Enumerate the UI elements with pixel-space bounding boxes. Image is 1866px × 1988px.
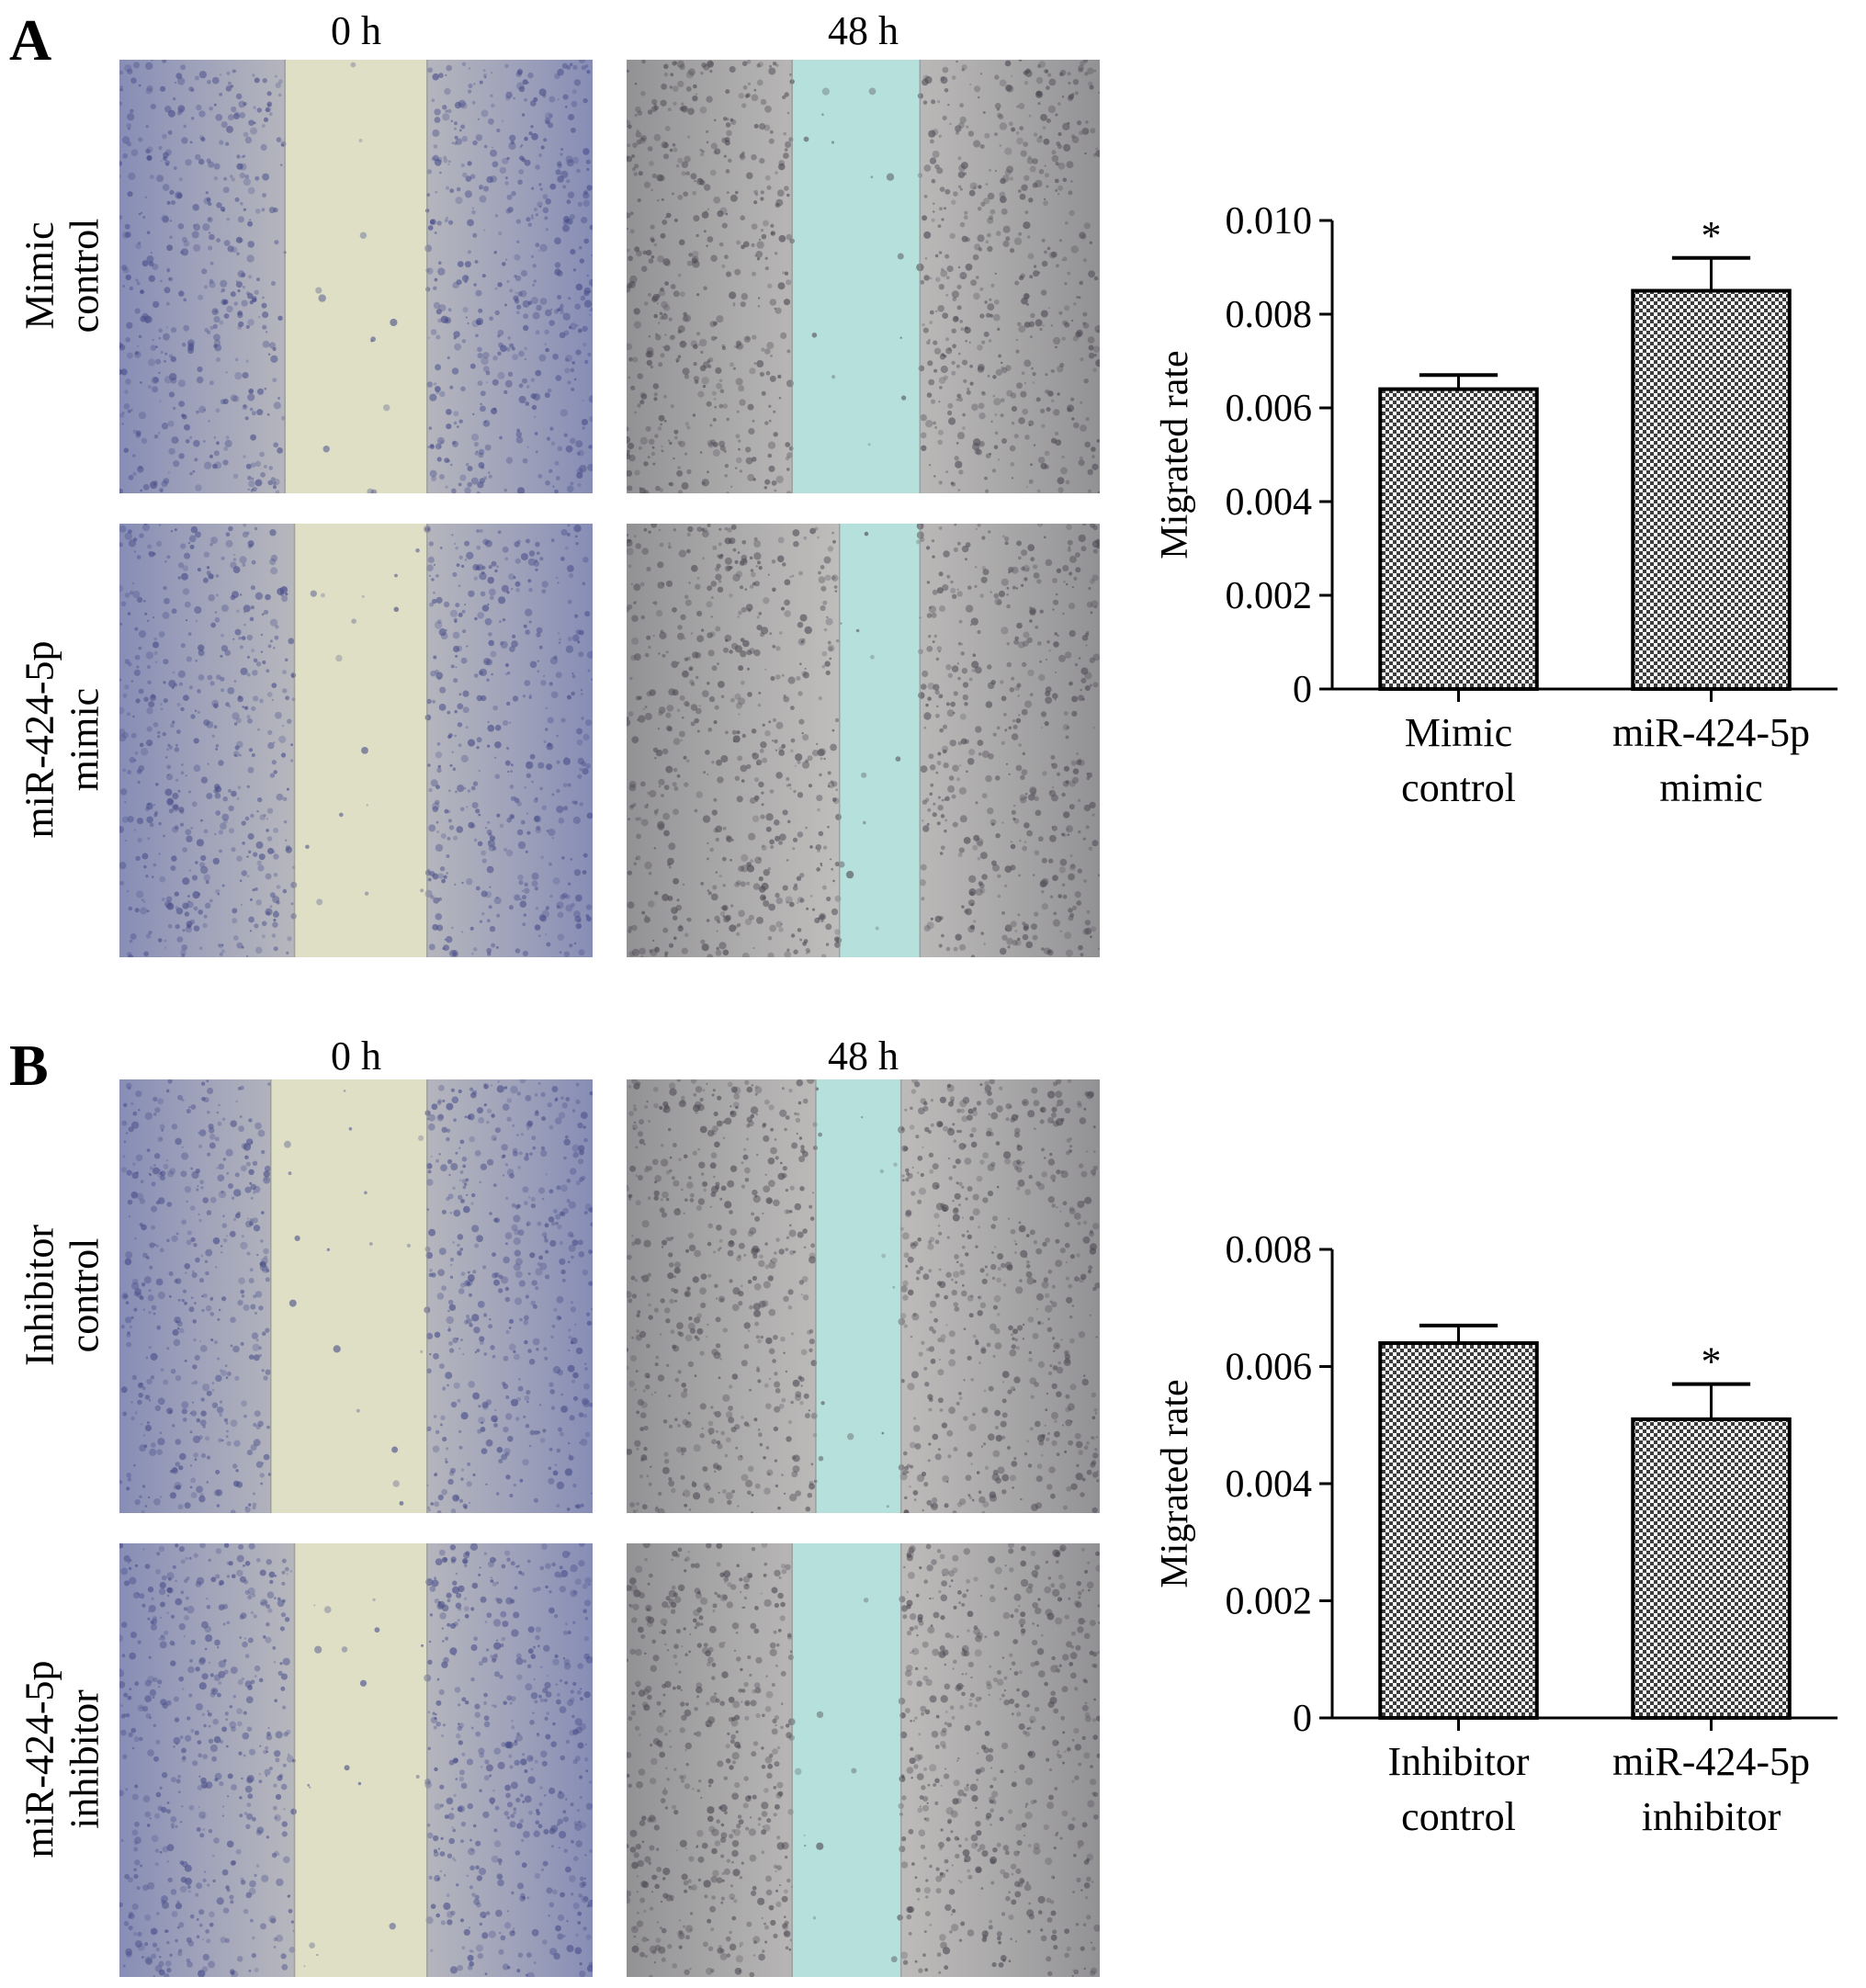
x-category-label: miR-424-5p [1612,710,1810,755]
x-category-label: control [1401,765,1516,810]
row-label-mir-inhibitor: miR-424-5p inhibitor [17,1660,107,1858]
y-tick-label: 0 [1293,669,1312,711]
x-category-label: miR-424-5p [1612,1739,1810,1784]
y-tick-label: 0.008 [1226,294,1313,336]
bar-chart-a: 0 0.002 0.004 0.006 0.008 0.010 Migrated rate M… [1139,184,1856,845]
row-label-inhibitor-control: Inhibitor control [17,1225,107,1366]
y-tick-label: 0 [1293,1698,1312,1740]
bar [1631,288,1792,691]
x-category-label: control [1401,1794,1516,1839]
column-header-0h: 0 h [331,8,381,53]
micrograph-mimic-control-48h [627,60,1100,493]
row-label-mir-mimic: miR-424-5p mimic [17,640,107,839]
column-header-48h: 48 h [828,8,899,53]
column-header-48h-b: 48 h [828,1034,899,1079]
micrograph-inhibitor-control-0h [119,1079,593,1513]
micrograph-mir-inhibitor-48h [627,1543,1100,1977]
bar [1378,387,1539,691]
y-tick-label: 0.006 [1226,388,1313,430]
x-category-label: mimic [1659,765,1762,810]
panel-letter-b: B [9,1033,49,1098]
chart-svg: 0 0.002 0.004 0.006 0.008 0.010 Migrated rate M… [1154,200,1838,810]
significance-marker: * [1702,213,1722,258]
y-tick-label: 0.010 [1226,200,1313,243]
y-axis-label: Migrated rate [1154,350,1196,559]
bar [1378,1341,1539,1720]
micrograph-mir-mimic-0h [119,524,593,957]
y-tick-label: 0.002 [1226,1581,1313,1623]
panel-letter-a: A [9,7,52,73]
bar-chart-b: 0 0.002 0.004 0.006 0.008 Migrated rate Inhibi… [1139,1213,1856,1874]
micrograph-mimic-control-0h [119,60,593,493]
y-tick-label: 0.006 [1226,1347,1313,1389]
x-category-label: Mimic [1405,710,1512,755]
y-tick-label: 0.008 [1226,1229,1313,1271]
y-tick-label: 0.002 [1226,575,1313,617]
column-header-0h-b: 0 h [331,1034,381,1079]
significance-marker: * [1702,1339,1722,1384]
x-category-label: inhibitor [1642,1794,1781,1839]
micrograph-mir-mimic-48h [627,524,1100,957]
y-tick-label: 0.004 [1226,1463,1313,1506]
micrograph-mir-inhibitor-0h [119,1543,593,1977]
row-label-mimic-control: Mimic control [17,218,107,333]
y-tick-label: 0.004 [1226,481,1313,524]
y-axis-label: Migrated rate [1154,1379,1196,1587]
bar [1631,1417,1792,1720]
chart-svg: 0 0.002 0.004 0.006 0.008 Migrated rate Inhibi… [1154,1229,1838,1839]
x-category-label: Inhibitor [1388,1739,1530,1784]
micrograph-inhibitor-control-48h [627,1079,1100,1513]
